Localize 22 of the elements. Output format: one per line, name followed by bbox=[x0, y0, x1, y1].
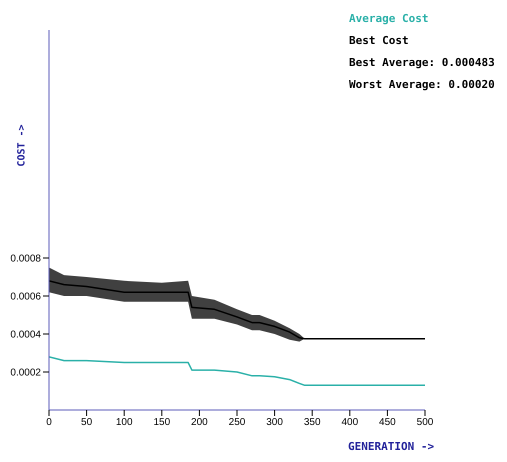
annotation: Best Average: 0.000483 bbox=[349, 55, 496, 71]
y-tick-label: 0.0006 bbox=[10, 292, 42, 303]
annotation: Worst Average: 0.00020 bbox=[349, 77, 496, 93]
y-axis-title: COST -> bbox=[16, 123, 28, 169]
x-tick-label: 350 bbox=[304, 417, 321, 428]
y-tick-label: 0.0008 bbox=[10, 254, 42, 265]
y-tick-label: 0.0002 bbox=[10, 368, 42, 379]
y-tick-label: 0.0004 bbox=[10, 330, 42, 341]
x-tick-label: 400 bbox=[341, 417, 359, 428]
x-tick-label: 0 bbox=[46, 417, 52, 428]
x-axis-title: GENERATION -> bbox=[348, 440, 434, 453]
x-tick-label: 300 bbox=[266, 417, 284, 428]
x-tick-label: 450 bbox=[379, 417, 396, 428]
text: Average Cost bbox=[349, 11, 430, 27]
x-tick-label: 100 bbox=[116, 417, 133, 428]
line-series bbox=[49, 356, 425, 386]
x-tick-label: 250 bbox=[228, 417, 246, 428]
text: Best Cost bbox=[349, 33, 410, 49]
x-tick-label: 500 bbox=[416, 417, 434, 428]
x-tick-label: 200 bbox=[191, 417, 208, 428]
x-tick-label: 50 bbox=[81, 417, 93, 428]
x-tick-label: 150 bbox=[153, 417, 171, 428]
